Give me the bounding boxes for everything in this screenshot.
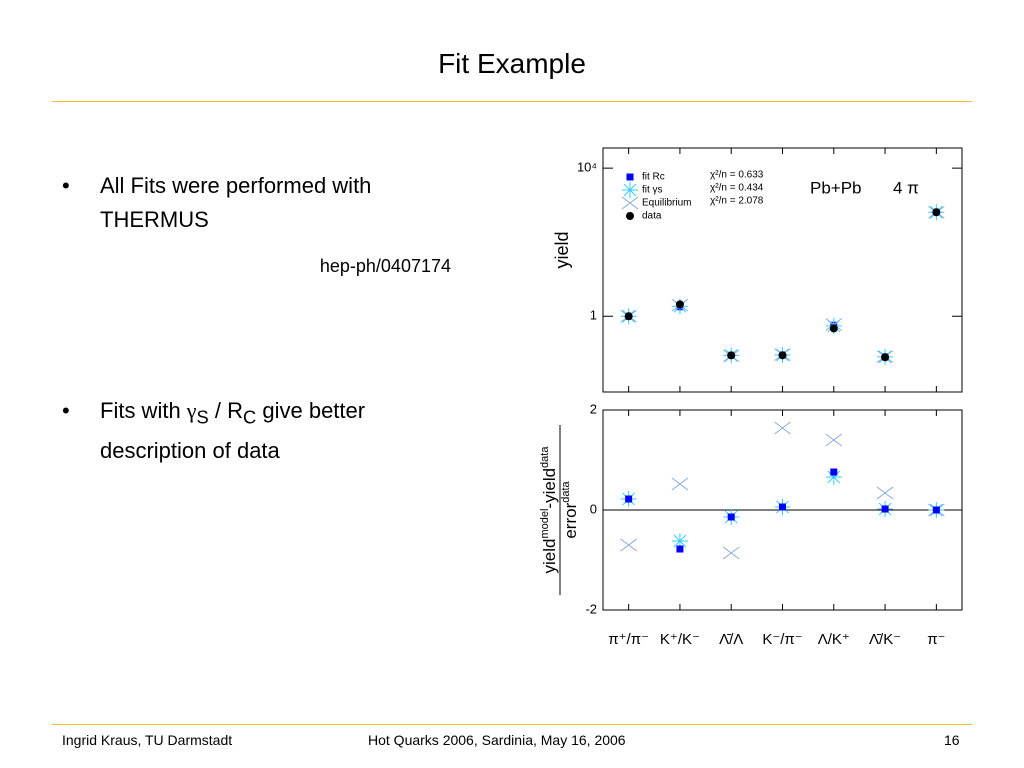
- label-part: data: [539, 446, 551, 468]
- y-tick-label: -2: [585, 601, 597, 616]
- marker-circle: [881, 353, 890, 362]
- annotation: Pb+Pb: [810, 178, 862, 197]
- marker-x: [620, 538, 637, 552]
- footer-rule: [52, 724, 972, 725]
- marker-square: [625, 495, 633, 503]
- text: γ: [186, 398, 197, 423]
- marker-star: [671, 533, 688, 549]
- x-tick-label: π⁺/π⁻: [608, 631, 649, 648]
- annotation: χ²/n = 0.434: [710, 183, 764, 194]
- footer-event: Hot Quarks 2006, Sardinia, May 16, 2006: [368, 732, 626, 748]
- label-part: -yield: [540, 468, 559, 509]
- marker-square: [779, 503, 786, 511]
- bullet: • Fits with γS / RC give better descript…: [62, 394, 462, 468]
- footer-author: Ingrid Kraus, TU Darmstadt: [62, 732, 233, 748]
- marker-square: [676, 545, 684, 553]
- text: Fits with: [100, 398, 187, 423]
- marker-square: [830, 468, 838, 476]
- x-tick-label: Λ̄/K⁻: [869, 631, 901, 648]
- bullet-text: All Fits were performed with THERMUS: [100, 173, 372, 232]
- legend-label: fit Rc: [642, 172, 665, 183]
- bullet-dot: •: [62, 398, 70, 423]
- label-part: model: [539, 509, 551, 539]
- annotation: χ²/n = 0.633: [710, 170, 764, 181]
- label-part: error: [561, 502, 580, 538]
- y-tick-label: 2: [590, 401, 597, 416]
- x-tick-label: Λ̄/Λ: [719, 631, 743, 648]
- legend-label: Equilibrium: [642, 198, 691, 209]
- label-part: yield: [540, 539, 559, 574]
- legend-label: fit γs: [642, 185, 663, 196]
- marker-circle: [829, 324, 838, 333]
- bullet-text: Fits with γS / RC give better descriptio…: [100, 394, 462, 468]
- marker-square: [727, 513, 735, 521]
- marker-x: [722, 546, 740, 560]
- marker-star: [622, 182, 638, 198]
- text: give better description of data: [100, 398, 366, 464]
- y-axis-label: yield: [552, 231, 572, 268]
- x-tick-label: π⁻: [927, 631, 945, 648]
- marker-x: [621, 196, 639, 210]
- marker-x: [876, 486, 894, 500]
- x-tick-label: Λ/K⁺: [818, 631, 850, 648]
- y-axis-label: yieldmodel-yielddata: [539, 446, 560, 574]
- x-tick-label: K⁻/π⁻: [762, 631, 802, 648]
- text: / R: [208, 398, 243, 423]
- annotation: 4 π: [893, 178, 919, 197]
- marker-circle: [624, 312, 633, 321]
- text: C: [243, 406, 257, 428]
- page-number: 16: [944, 732, 960, 748]
- bullet-dot: •: [62, 173, 70, 198]
- marker-square: [626, 173, 634, 181]
- annotation: χ²/n = 2.078: [710, 196, 764, 207]
- marker-square: [881, 505, 889, 513]
- marker-circle: [932, 208, 941, 217]
- legend-label: data: [642, 211, 662, 222]
- marker-x: [825, 433, 843, 447]
- label-part: data: [560, 480, 572, 502]
- bullet: • All Fits were performed with THERMUS: [62, 169, 462, 237]
- text: S: [196, 406, 209, 428]
- slide-title: Fit Example: [438, 48, 586, 79]
- y-tick-label: 10⁴: [577, 160, 597, 175]
- marker-star: [825, 469, 842, 485]
- y-tick-label: 1: [590, 308, 597, 323]
- marker-x: [774, 421, 791, 435]
- reference: hep-ph/0407174: [319, 256, 451, 276]
- marker-square: [932, 506, 940, 514]
- x-tick-label: K⁺/K⁻: [660, 631, 700, 648]
- marker-x: [671, 477, 689, 491]
- title-rule: [52, 101, 972, 102]
- y-axis-label: errordata: [560, 480, 581, 538]
- y-tick-label: 0: [590, 501, 597, 516]
- marker-circle: [778, 351, 787, 360]
- marker-circle: [626, 212, 634, 220]
- marker-circle: [675, 300, 684, 309]
- marker-circle: [727, 351, 736, 360]
